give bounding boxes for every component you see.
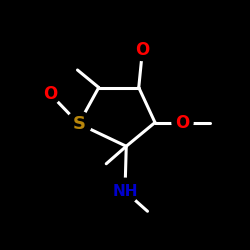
Circle shape [132, 40, 153, 60]
Text: NH: NH [112, 184, 138, 199]
Text: O: O [43, 85, 57, 103]
Text: O: O [136, 41, 149, 59]
Circle shape [172, 112, 193, 133]
Text: O: O [176, 114, 190, 132]
Circle shape [112, 178, 138, 204]
Circle shape [66, 111, 91, 136]
Circle shape [40, 83, 60, 104]
Text: S: S [72, 115, 85, 133]
